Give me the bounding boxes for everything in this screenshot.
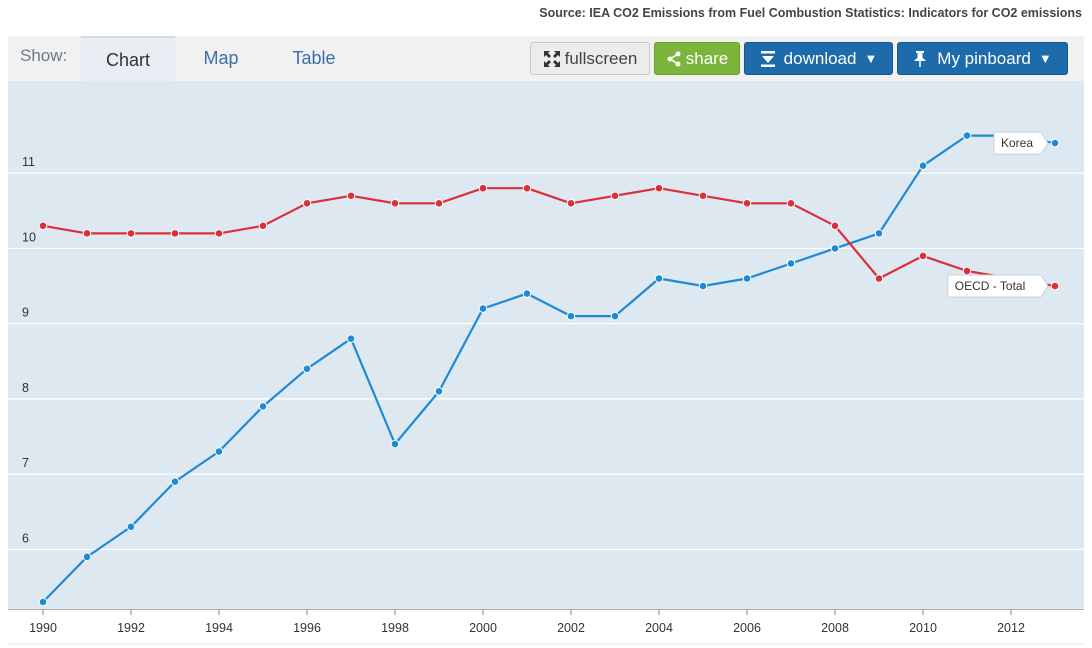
x-tick-label: 2008 bbox=[821, 621, 849, 635]
series-label-text: Korea bbox=[1001, 136, 1033, 150]
data-point[interactable] bbox=[346, 334, 356, 343]
fullscreen-button[interactable]: fullscreen bbox=[530, 42, 650, 75]
series-label-text: OECD - Total bbox=[955, 279, 1025, 293]
data-point[interactable] bbox=[38, 221, 48, 231]
data-point[interactable] bbox=[610, 191, 620, 201]
series-label-oecd-total: OECD - Total bbox=[947, 274, 1049, 298]
data-point[interactable] bbox=[742, 198, 752, 208]
y-tick-label: 7 bbox=[22, 456, 29, 470]
data-point[interactable] bbox=[38, 597, 48, 607]
chevron-down-icon: ▼ bbox=[1038, 51, 1052, 66]
x-tick-label: 1998 bbox=[381, 621, 409, 635]
y-tick-label: 6 bbox=[22, 531, 29, 545]
x-tick-label: 2012 bbox=[997, 621, 1025, 635]
data-point[interactable] bbox=[434, 198, 444, 208]
x-tick-label: 2002 bbox=[557, 621, 585, 635]
data-point[interactable] bbox=[126, 522, 136, 532]
data-point[interactable] bbox=[566, 198, 576, 208]
data-point[interactable] bbox=[1050, 281, 1060, 291]
data-point[interactable] bbox=[214, 229, 224, 238]
data-point[interactable] bbox=[214, 447, 224, 456]
data-point[interactable] bbox=[830, 221, 840, 231]
fullscreen-label: fullscreen bbox=[564, 49, 638, 68]
data-point[interactable] bbox=[962, 266, 972, 276]
show-label: Show: bbox=[20, 46, 68, 65]
data-point[interactable] bbox=[962, 131, 972, 140]
data-point[interactable] bbox=[610, 311, 620, 321]
pin-icon bbox=[913, 50, 927, 68]
pinboard-label: My pinboard bbox=[937, 49, 1031, 68]
series-label-box bbox=[947, 274, 1049, 298]
series-line-korea bbox=[42, 134, 1056, 603]
data-point[interactable] bbox=[82, 229, 92, 238]
y-tick-label: 8 bbox=[22, 381, 29, 395]
data-point[interactable] bbox=[170, 229, 180, 238]
y-tick-label: 10 bbox=[22, 230, 36, 244]
share-icon bbox=[666, 51, 682, 67]
tab-table[interactable]: Table bbox=[292, 48, 336, 68]
y-tick-label: 11 bbox=[22, 155, 35, 169]
x-tick-label: 2006 bbox=[733, 621, 761, 635]
data-point[interactable] bbox=[258, 402, 268, 411]
expand-arrows-icon bbox=[543, 50, 561, 68]
data-point[interactable] bbox=[830, 244, 840, 253]
data-point[interactable] bbox=[1050, 138, 1060, 148]
data-point[interactable] bbox=[82, 552, 92, 562]
data-point[interactable] bbox=[346, 191, 356, 201]
data-point[interactable] bbox=[258, 221, 268, 231]
data-point[interactable] bbox=[302, 198, 312, 208]
tab-map[interactable]: Map bbox=[203, 48, 239, 68]
data-point[interactable] bbox=[390, 439, 400, 449]
data-point[interactable] bbox=[566, 311, 576, 321]
share-label: share bbox=[685, 49, 729, 68]
line-chart: 6 7 8 9 10 11 1990 1992 1994 1996 1998 2000 2002 2004… bbox=[8, 81, 1084, 645]
tab-chart[interactable]: Chart bbox=[81, 36, 175, 81]
data-point[interactable] bbox=[302, 364, 312, 374]
x-tick-label: 1996 bbox=[293, 621, 321, 635]
series-label-box bbox=[993, 131, 1049, 155]
plot-background bbox=[8, 81, 1084, 609]
chart-area: 6 7 8 9 10 11 1990 1992 1994 1996 1998 2000 2002 2004… bbox=[0, 81, 1092, 648]
data-point[interactable] bbox=[654, 183, 664, 193]
data-point[interactable] bbox=[478, 304, 488, 313]
data-point[interactable] bbox=[918, 161, 928, 170]
data-point[interactable] bbox=[390, 198, 400, 208]
chevron-down-icon: ▼ bbox=[864, 51, 878, 66]
data-point[interactable] bbox=[874, 274, 884, 283]
x-tick-label: 1990 bbox=[29, 621, 57, 635]
data-point[interactable] bbox=[698, 191, 708, 201]
data-point[interactable] bbox=[478, 183, 488, 193]
y-tick-label: 9 bbox=[22, 306, 29, 320]
series-label-korea: Korea bbox=[993, 131, 1049, 155]
series-line-oecd-total bbox=[42, 187, 1056, 288]
data-point[interactable] bbox=[742, 274, 752, 283]
data-point[interactable] bbox=[786, 198, 796, 208]
x-tick-label: 2010 bbox=[909, 621, 937, 635]
chart-toolbar: Show: Chart Map Table fullscreen bbox=[8, 36, 1084, 81]
data-point[interactable] bbox=[522, 289, 532, 298]
data-point[interactable] bbox=[786, 259, 796, 268]
x-tick-label: 1994 bbox=[205, 621, 233, 635]
data-point[interactable] bbox=[170, 477, 180, 486]
data-point[interactable] bbox=[698, 281, 708, 291]
share-button[interactable]: share bbox=[654, 42, 740, 75]
data-point[interactable] bbox=[434, 387, 444, 396]
data-point[interactable] bbox=[918, 251, 928, 261]
x-tick-label: 1992 bbox=[117, 621, 145, 635]
download-label: download bbox=[783, 49, 857, 68]
download-arrow-icon bbox=[760, 50, 776, 68]
data-point[interactable] bbox=[522, 183, 532, 193]
data-point[interactable] bbox=[654, 274, 664, 283]
x-tick-label: 2004 bbox=[645, 621, 673, 635]
download-button[interactable]: download ▼ bbox=[744, 42, 893, 75]
source-note: Source: IEA CO2 Emissions from Fuel Comb… bbox=[539, 6, 1082, 20]
data-point[interactable] bbox=[874, 229, 884, 238]
x-tick-label: 2000 bbox=[469, 621, 497, 635]
data-point[interactable] bbox=[126, 229, 136, 238]
pinboard-button[interactable]: My pinboard ▼ bbox=[897, 42, 1068, 75]
